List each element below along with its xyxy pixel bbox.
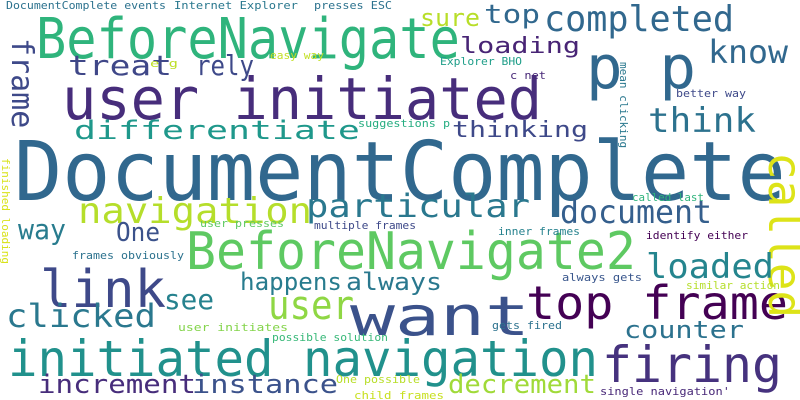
word-loaded: loaded — [646, 247, 774, 287]
word-always-gets: always gets — [562, 271, 642, 284]
word-easy-way: easy way — [270, 49, 324, 62]
word-know: know — [708, 33, 788, 71]
word-document: document — [560, 193, 712, 231]
word-suggestions-p: suggestions p — [358, 117, 451, 130]
word-e-g: e g — [150, 57, 179, 70]
word-sure: sure — [420, 4, 480, 32]
word-link: link — [40, 260, 166, 320]
word-inner-frames: inner frames — [498, 225, 581, 238]
word-beforenavigate2: BeforeNavigate2 — [186, 222, 636, 282]
word-explorer-bho: Explorer BHO — [440, 55, 523, 68]
word-child-frames: child frames — [354, 389, 444, 400]
word-decrement: decrement — [448, 370, 596, 400]
word-called: called — [758, 152, 800, 319]
word-internet-explorer: Internet Explorer — [174, 0, 298, 12]
word-happens: happens — [240, 268, 342, 296]
word-always: always — [346, 268, 442, 296]
word-similar-action: similar action — [686, 279, 781, 292]
word-think: think — [648, 101, 756, 141]
word-differentiate: differentiate — [74, 116, 360, 146]
word-increment: increment — [38, 370, 196, 400]
word-one-possible: One possible — [336, 373, 421, 386]
word-initiated-navigation: initiated navigation — [8, 330, 599, 388]
word-user: user — [268, 283, 355, 329]
word-user-initiates: user initiates — [178, 321, 288, 334]
word-counter: counter — [624, 316, 744, 344]
word-called-last: called last — [632, 191, 704, 204]
word-single-navigation: single navigation' — [600, 385, 730, 398]
word-treat: treat — [68, 49, 173, 82]
word-p-p: p p — [586, 33, 697, 103]
word-rely: rely — [196, 49, 254, 82]
word-loading: loading — [460, 34, 580, 59]
word-user-initiated: user initiated — [62, 65, 543, 133]
word-top: top — [484, 0, 540, 30]
word-see: see — [164, 283, 215, 316]
word-frames-obviously: frames obviously — [72, 249, 185, 262]
word-top-frame: top frame — [526, 276, 788, 330]
word-one: One — [116, 218, 161, 248]
word-thinking: thinking — [452, 118, 588, 143]
word-presses-esc: presses ESC — [314, 0, 393, 12]
word-finished-loading: finished loading — [0, 158, 12, 264]
word-multiple-frames: multiple frames — [314, 219, 417, 232]
word-instance: instance — [192, 370, 339, 400]
word-frame: frame — [4, 38, 39, 129]
word-better-way: better way — [676, 87, 747, 100]
word-documentcomplete-big: DocumentComplete — [14, 125, 786, 220]
word-mean-clicking: mean clicking — [617, 62, 630, 149]
word-identify-either: identify either — [646, 229, 749, 242]
word-documentcomplete-events: DocumentComplete events — [6, 0, 166, 12]
word-user-presses: user presses — [200, 217, 285, 230]
word-beforenavigate: BeforeNavigate — [36, 7, 460, 72]
word-completed: completed — [544, 0, 735, 40]
word-gets-fired: gets fired — [492, 319, 563, 332]
word-clicked: clicked — [6, 297, 156, 335]
word-firing: firing — [602, 336, 783, 394]
word-way: way — [18, 213, 66, 246]
word-c-net: c net — [510, 69, 547, 82]
word-possible-solution: possible solution — [272, 331, 388, 344]
word-particular: particular — [306, 187, 531, 225]
word-navigation: navigation — [78, 191, 313, 232]
word-want: want — [350, 285, 530, 348]
